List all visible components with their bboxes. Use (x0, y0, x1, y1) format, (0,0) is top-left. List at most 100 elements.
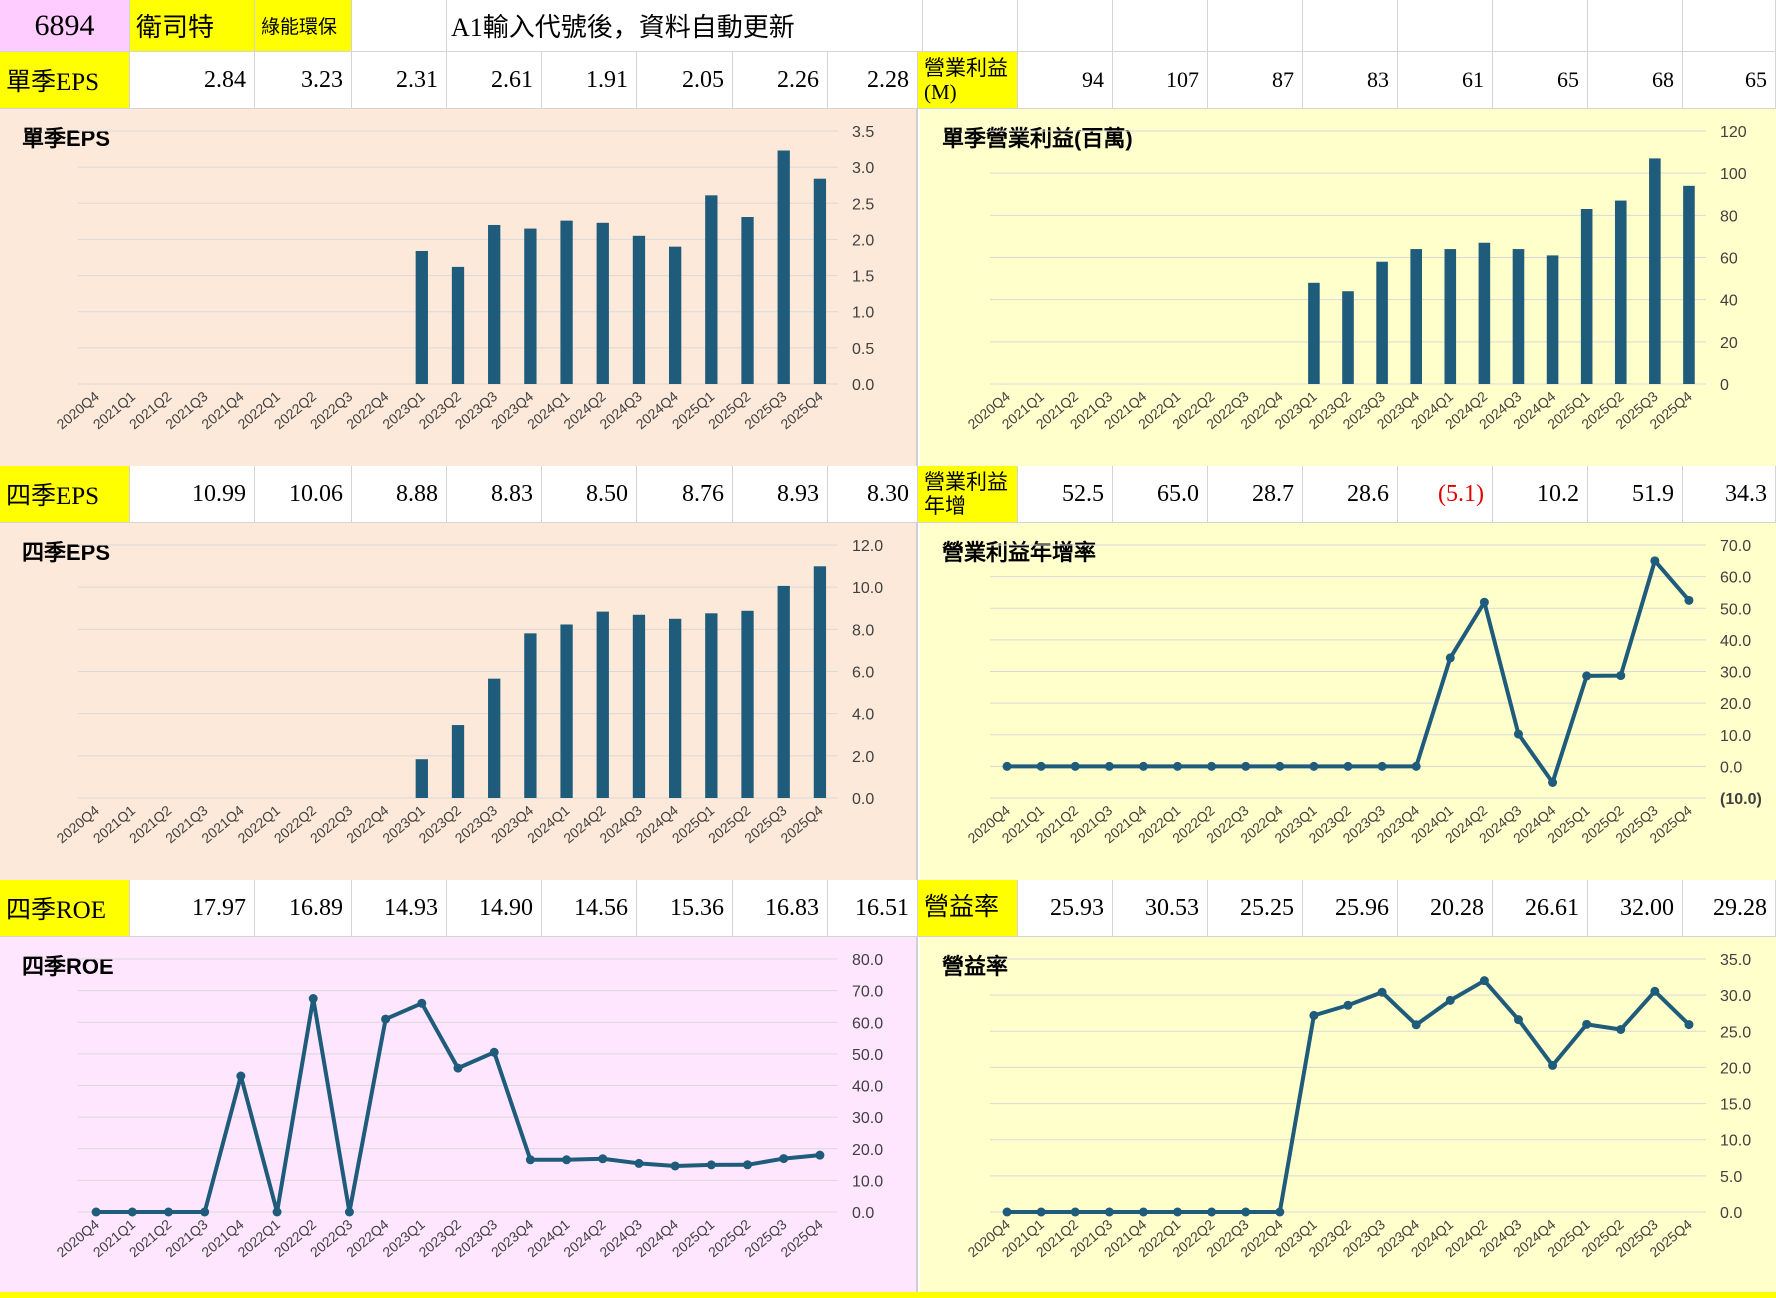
stock-code[interactable]: 6894 (0, 0, 130, 52)
y-tick-label: 70.0 (1720, 538, 1751, 555)
value-cell: 16.89 (255, 880, 352, 937)
row-label: 營業利益年增 (918, 466, 1018, 523)
y-tick-label: 50.0 (1720, 601, 1751, 618)
y-tick-label: 1.5 (852, 269, 874, 286)
data-point (1070, 1207, 1080, 1217)
y-tick-label: 10.0 (1720, 1133, 1751, 1150)
y-tick-label: 0 (1720, 377, 1729, 394)
data-point (1070, 761, 1080, 771)
data-point (1616, 1024, 1626, 1034)
data-point (1582, 1019, 1592, 1029)
bar (668, 246, 682, 384)
y-tick-label: 2.0 (852, 232, 874, 249)
bar (1376, 261, 1388, 384)
data-point (1275, 1207, 1285, 1217)
bar (741, 610, 754, 798)
y-tick-label: 0.0 (852, 1205, 874, 1222)
value-cell: 65 (1493, 52, 1588, 109)
chart-oi-yoy: 營業利益年增率 (10.0) 0.0 10.0 20.0 30.0 40.0 50.0 60.… (920, 523, 1776, 880)
bar (560, 624, 573, 798)
value-cell: 8.88 (352, 466, 447, 523)
chart-eps-4q: 四季EPS 0.0 2.0 4.0 6.0 8.0 10.0 12.0 2020Q4 2021Q… (0, 523, 918, 880)
data-point (1207, 761, 1217, 771)
value-cell: 65 (1683, 52, 1776, 109)
data-point (634, 1158, 644, 1168)
value-cell: 2.05 (637, 52, 733, 109)
chart-title: 四季EPS (22, 540, 111, 565)
data-point (1411, 1020, 1421, 1030)
value-cell: 2.28 (828, 52, 918, 109)
stock-name: 衛司特 (130, 0, 255, 52)
row-label: 四季EPS (0, 466, 130, 523)
value-cell: 1.91 (542, 52, 637, 109)
data-point (779, 1154, 789, 1164)
bar (560, 220, 573, 384)
data-point (1036, 761, 1046, 771)
bar (596, 611, 609, 798)
data-point (598, 1154, 608, 1164)
bar (1649, 158, 1661, 384)
y-tick-label: 10.0 (852, 580, 883, 597)
data-point (1548, 1060, 1558, 1070)
empty-cell (1018, 0, 1113, 52)
row-label: 四季ROE (0, 880, 130, 937)
value-cell: 65.0 (1113, 466, 1208, 523)
bar (1546, 255, 1559, 384)
data-point (1582, 671, 1592, 681)
series-line (1007, 978, 1691, 1214)
data-point (562, 1155, 572, 1165)
value-cell: 8.76 (637, 466, 733, 523)
value-cell: 29.28 (1683, 880, 1776, 937)
chart-svg: 0204060801001202020Q42021Q12021Q22021Q32… (965, 124, 1747, 432)
value-cell: 94 (1018, 52, 1113, 109)
bar (777, 150, 790, 384)
value-cell: 51.9 (1588, 466, 1683, 523)
data-point (1684, 595, 1694, 605)
data-point (1241, 1207, 1251, 1217)
y-tick-label: 120 (1720, 124, 1747, 141)
y-tick-label: 60.0 (852, 1015, 883, 1032)
y-tick-label: 2.0 (852, 749, 874, 766)
update-note: A1輸入代號後，資料自動更新 (447, 0, 923, 52)
chart-title: 單季EPS (22, 126, 111, 151)
y-tick-label: 80 (1720, 208, 1738, 225)
data-point (670, 1161, 680, 1171)
bar (741, 217, 754, 384)
row-label: 營益率 (918, 880, 1018, 937)
chart-title: 營業利益年增率 (942, 540, 1097, 565)
data-point (1173, 1207, 1183, 1217)
bar (632, 614, 646, 798)
data-point (127, 1207, 137, 1217)
value-cell: 14.56 (542, 880, 637, 937)
value-cell: 32.00 (1588, 880, 1683, 937)
y-tick-label: 80.0 (852, 952, 883, 969)
y-tick-label: 30.0 (1720, 988, 1751, 1005)
y-tick-label: (10.0) (1720, 791, 1762, 808)
value-cell: 68 (1588, 52, 1683, 109)
empty-cell (1303, 0, 1398, 52)
bar (1614, 200, 1627, 384)
empty-cell (923, 0, 1018, 52)
data-point (417, 998, 427, 1008)
y-tick-label: 10.0 (852, 1173, 883, 1190)
data-point (1445, 653, 1455, 663)
y-tick-label: 15.0 (1720, 1097, 1751, 1114)
y-tick-label: 100 (1720, 166, 1747, 183)
eps-q-row: 單季EPS 2.84 3.23 2.31 2.61 1.91 2.05 2.26 2.28 營業利… (0, 52, 1776, 109)
bar (596, 222, 609, 384)
y-tick-label: 40.0 (852, 1079, 883, 1096)
empty-cell (1493, 0, 1588, 52)
y-tick-label: 3.5 (852, 124, 874, 141)
sector-label: 綠能環保 (255, 0, 352, 52)
chart-svg: 0.02.04.06.08.010.012.02020Q42021Q12021Q… (54, 538, 884, 846)
data-point (1241, 761, 1251, 771)
roe-row: 四季ROE 17.97 16.89 14.93 14.90 14.56 15.36 16.83… (0, 880, 1776, 937)
value-cell: 16.51 (828, 880, 918, 937)
empty-cell (1208, 0, 1303, 52)
data-point (1036, 1207, 1046, 1217)
bar (524, 228, 537, 384)
value-cell: 14.93 (352, 880, 447, 937)
chart-title: 營益率 (942, 954, 1009, 979)
bar (813, 566, 827, 798)
value-cell: 25.96 (1303, 880, 1398, 937)
